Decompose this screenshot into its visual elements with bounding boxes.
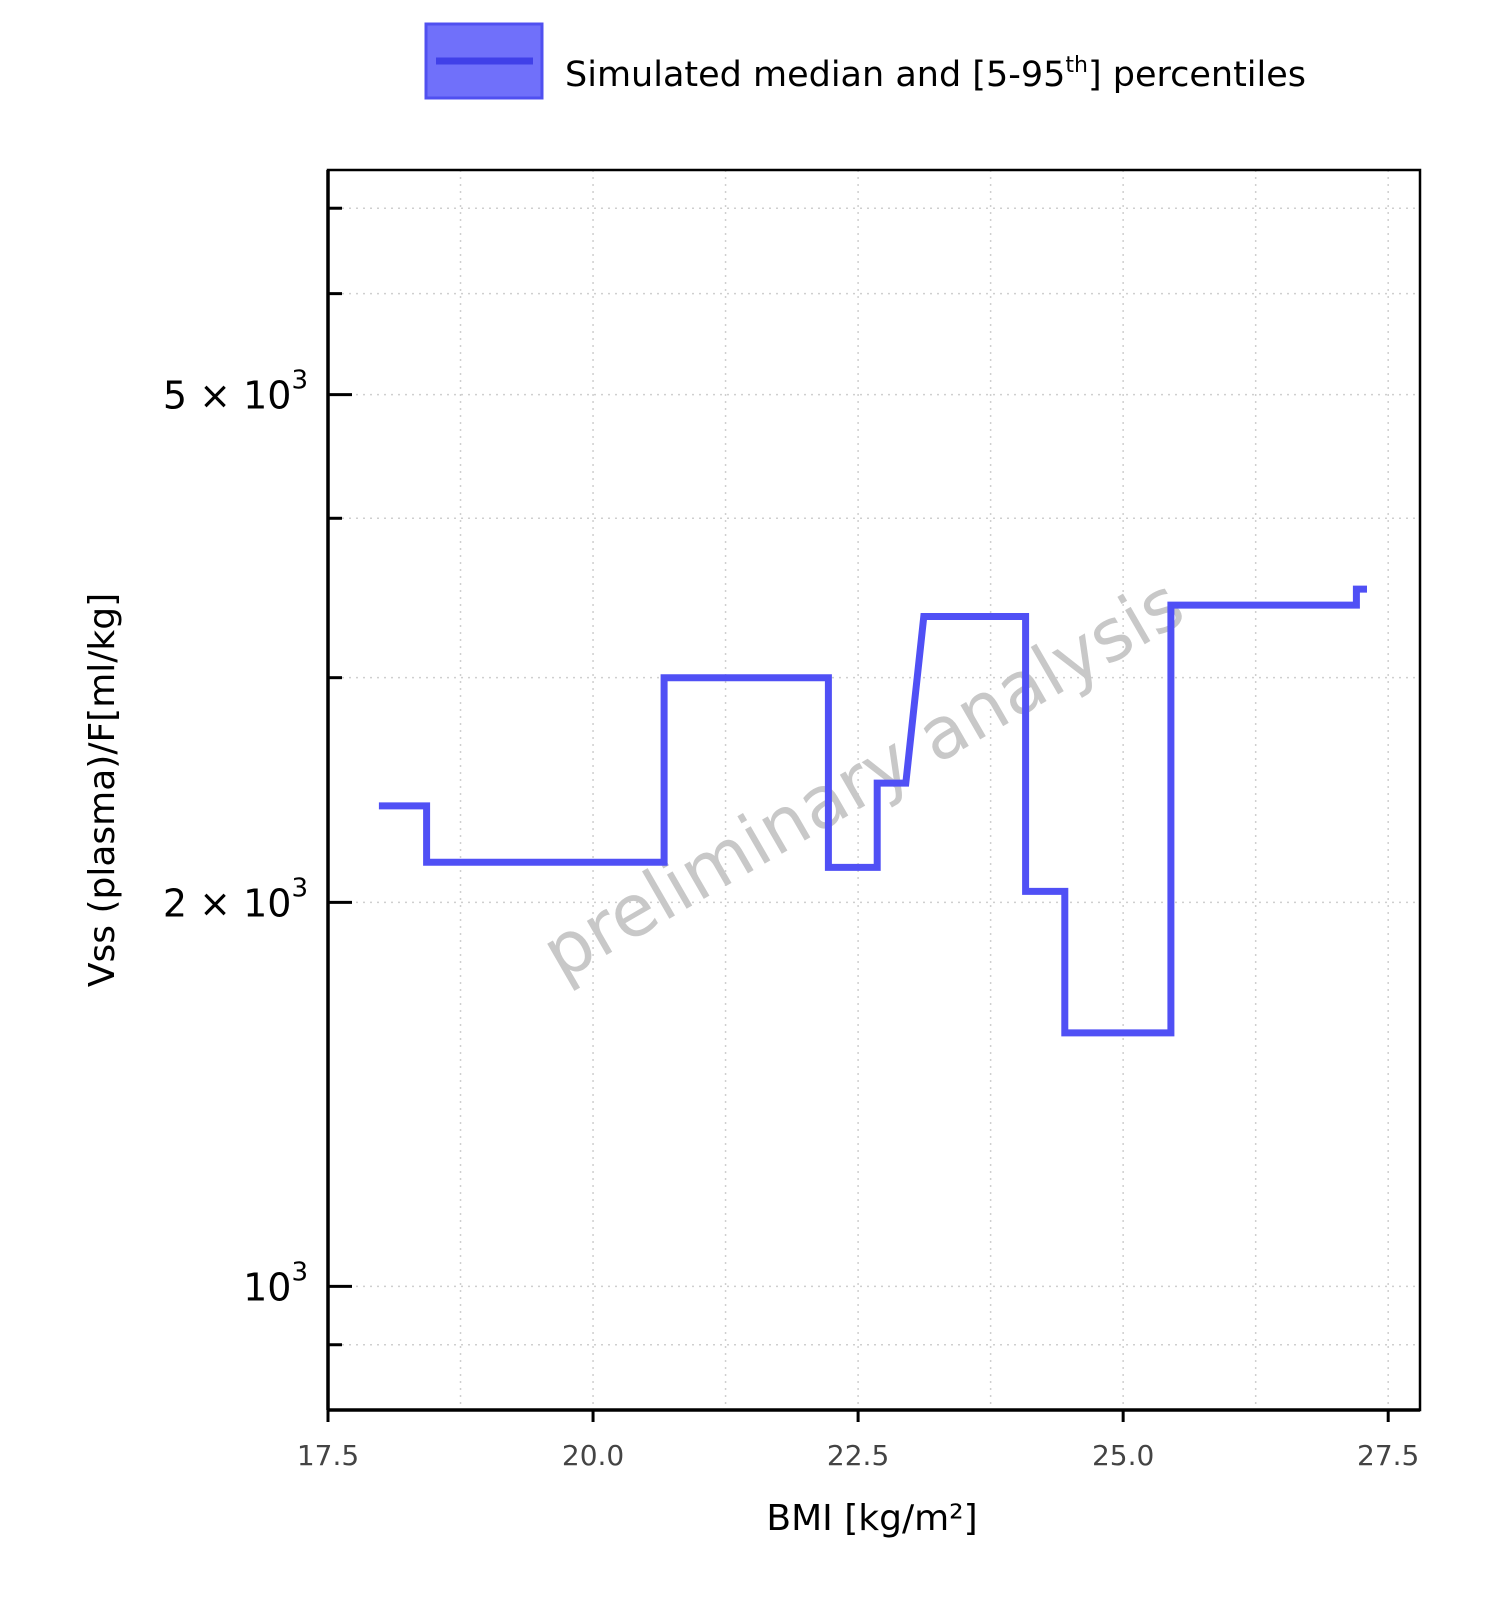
- x-axis-title: BMI [kg/m²]: [766, 1498, 977, 1539]
- x-tick-label: 22.5: [827, 1439, 889, 1472]
- y-tick-label: 2 × 103: [163, 873, 308, 925]
- y-tick-label: 5 × 103: [163, 366, 308, 418]
- watermark: preliminary analysis: [528, 561, 1197, 996]
- x-tick-label: 17.5: [297, 1439, 359, 1472]
- axis-ticks: 17.5 20.0 22.5 25.0 27.5 5 × 103 2 × 103 103: [163, 206, 1419, 1472]
- legend-label-suffix: ] percentiles: [1088, 55, 1306, 95]
- legend-label-superscript: th: [1065, 53, 1088, 78]
- x-tick-label: 20.0: [562, 1439, 624, 1472]
- x-tick-label: 25.0: [1092, 1439, 1154, 1472]
- x-tick-label: 27.5: [1357, 1439, 1419, 1472]
- series-line-median: [378, 585, 1367, 1037]
- grid: [328, 170, 1420, 1411]
- y-axis-title: Vss (plasma)/F[ml/kg]: [82, 593, 123, 987]
- y-tick-label: 103: [243, 1257, 308, 1309]
- legend: Simulated median and [5-95th] percentile…: [424, 22, 1306, 100]
- series-layer: [378, 585, 1367, 1037]
- legend-label: Simulated median and [5-95th] percentile…: [565, 53, 1306, 95]
- legend-label-prefix: Simulated median and [5-95: [565, 55, 1065, 95]
